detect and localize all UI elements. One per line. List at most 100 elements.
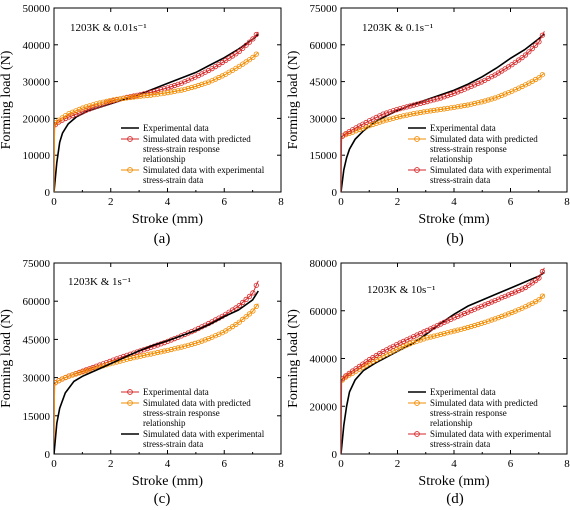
- data-point: [175, 81, 181, 87]
- data-point: [431, 107, 437, 114]
- data-point: [97, 100, 103, 106]
- data-point: [461, 310, 468, 317]
- data-point: [175, 88, 181, 94]
- data-point: [168, 346, 174, 353]
- series-2: [341, 293, 546, 454]
- data-point: [66, 114, 72, 120]
- data-point: [451, 104, 457, 110]
- series-2: [54, 303, 259, 454]
- data-point: [253, 282, 259, 288]
- legend-entry: Simulated data with experimentalstress-s…: [121, 165, 265, 185]
- y-tick-label: 15000: [310, 150, 338, 162]
- data-point: [475, 321, 481, 328]
- data-point: [158, 91, 164, 97]
- x-tick-label: 6: [508, 458, 514, 470]
- data-point: [380, 118, 386, 124]
- data-point: [414, 338, 420, 344]
- data-point: [475, 80, 481, 87]
- legend-entry: Experimental data: [121, 387, 209, 397]
- data-point: [478, 303, 484, 309]
- legend-label: stress-strain response: [143, 408, 220, 418]
- data-point: [468, 307, 474, 314]
- data-point: [127, 355, 133, 362]
- data-point: [182, 343, 188, 349]
- data-point: [80, 105, 86, 111]
- data-point: [165, 347, 171, 353]
- data-point: [451, 328, 457, 334]
- data-point: [438, 106, 444, 113]
- data-point: [66, 373, 72, 379]
- x-tick-label: 8: [278, 196, 284, 208]
- data-point: [455, 104, 461, 110]
- data-point: [141, 352, 147, 358]
- data-point: [536, 39, 542, 45]
- data-point: [434, 96, 440, 102]
- data-point: [346, 370, 352, 376]
- legend-label: Experimental data: [143, 123, 209, 133]
- data-point: [526, 49, 532, 55]
- legend-entry: Simulated data with experimentalstress-s…: [408, 165, 552, 185]
- y-tick-label: 0: [45, 449, 51, 461]
- data-point: [424, 99, 430, 105]
- data-point: [155, 91, 161, 97]
- legend-label: stress-strain response: [430, 144, 507, 154]
- chart-panel-3: 0 2 4 6 8 0 15000 30000 45000 60000 75000 Stroke (m…: [0, 258, 284, 507]
- data-point: [76, 370, 82, 376]
- series-3: [341, 267, 546, 454]
- data-point: [185, 342, 191, 348]
- x-tick-label: 2: [108, 196, 114, 208]
- data-point: [69, 109, 76, 115]
- y-tick-label: 0: [332, 187, 338, 199]
- data-point: [400, 105, 406, 111]
- data-point: [233, 305, 239, 311]
- data-point: [185, 85, 191, 92]
- data-point: [144, 92, 150, 99]
- data-point: [536, 275, 542, 281]
- x-tick-label: 0: [51, 196, 57, 208]
- data-point: [397, 114, 403, 120]
- data-point: [373, 120, 379, 126]
- data-point: [83, 104, 89, 110]
- series-line: [54, 290, 259, 454]
- data-point: [353, 128, 359, 134]
- data-point: [465, 85, 471, 91]
- data-point: [117, 96, 123, 102]
- x-tick-label: 2: [395, 196, 401, 208]
- data-point: [394, 107, 400, 113]
- data-point: [236, 48, 242, 55]
- data-point: [182, 86, 188, 92]
- y-tick-label: 60000: [310, 306, 338, 318]
- data-point: [370, 121, 376, 128]
- data-point: [195, 82, 201, 89]
- x-tick-label: 2: [108, 458, 114, 470]
- data-point: [390, 108, 396, 114]
- x-tick-label: 6: [222, 196, 228, 208]
- data-point: [195, 339, 201, 345]
- data-point: [424, 108, 430, 114]
- data-point: [397, 106, 403, 112]
- data-point: [243, 296, 249, 302]
- y-tick-label: 30000: [23, 373, 51, 385]
- data-point: [246, 311, 253, 317]
- legend-label: stress-strain response: [143, 144, 220, 154]
- data-point: [539, 72, 546, 78]
- condition-annotation: 1203K & 10s⁻¹: [367, 284, 435, 296]
- data-point: [148, 92, 154, 98]
- condition-annotation: 1203K & 0.1s⁻¹: [362, 22, 433, 34]
- data-point: [509, 309, 515, 316]
- data-point: [137, 353, 144, 359]
- y-tick-label: 80000: [310, 258, 338, 270]
- legend-entry: Simulated data with predictedstress-stra…: [121, 134, 251, 164]
- condition-annotation: 1203K & 0.01s⁻¹: [70, 22, 147, 34]
- data-point: [458, 326, 464, 332]
- chart-panel-4: 0 2 4 6 8 0 20000 40000 60000 80000 Stroke (mm) For…: [286, 258, 570, 507]
- y-axis-label: Forming load (N): [0, 50, 14, 149]
- data-point: [434, 332, 440, 338]
- data-point: [539, 32, 546, 38]
- data-point: [427, 98, 434, 104]
- data-point: [206, 335, 212, 342]
- data-point: [539, 293, 546, 299]
- legend-swatch-marker: [414, 431, 420, 437]
- legend-swatch-marker: [127, 167, 133, 173]
